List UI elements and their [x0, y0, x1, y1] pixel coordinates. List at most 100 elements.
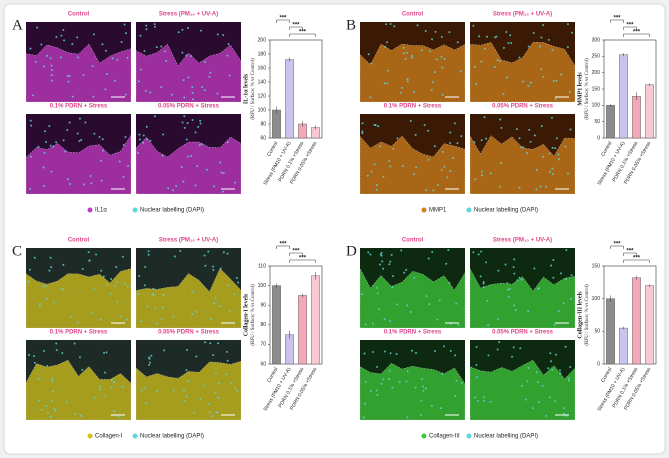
nucleus	[480, 170, 483, 173]
nucleus	[185, 348, 188, 351]
nucleus	[548, 396, 551, 399]
nucleus	[441, 93, 444, 96]
nucleus	[540, 68, 543, 71]
image-label: Control	[402, 12, 424, 18]
nucleus	[61, 351, 64, 354]
nucleus	[45, 297, 48, 300]
nucleus	[498, 60, 501, 63]
nucleus	[405, 268, 408, 271]
nucleus	[98, 385, 101, 388]
nucleus	[76, 321, 79, 324]
nucleus	[438, 299, 441, 302]
nucleus	[182, 180, 185, 183]
significance-bracket	[289, 259, 316, 263]
y-tick-label: 50	[594, 119, 600, 125]
nucleus	[386, 82, 389, 85]
nucleus	[376, 365, 379, 368]
nucleus	[527, 367, 530, 370]
bar	[272, 109, 281, 139]
nucleus	[182, 79, 185, 82]
nucleus	[383, 82, 386, 85]
nucleus	[442, 150, 445, 153]
nucleus	[542, 75, 545, 78]
nucleus	[100, 179, 103, 182]
nucleus	[55, 349, 58, 352]
nucleus	[411, 54, 414, 57]
nucleus	[208, 76, 211, 79]
nucleus	[236, 390, 239, 393]
plot-frame	[269, 39, 323, 139]
nucleus	[114, 285, 117, 288]
nucleus	[63, 39, 66, 42]
nucleus	[156, 322, 159, 325]
nucleus	[45, 141, 48, 144]
nucleus	[535, 371, 538, 374]
nucleus	[425, 189, 428, 192]
nucleus	[49, 415, 52, 418]
nucleus	[101, 138, 104, 141]
nucleus	[181, 28, 184, 31]
nucleus	[480, 139, 483, 142]
nucleus	[440, 55, 443, 58]
nucleus	[192, 411, 195, 414]
nucleus	[539, 185, 542, 188]
nucleus	[143, 284, 146, 287]
nucleus	[552, 80, 555, 83]
nucleus	[552, 259, 555, 262]
nucleus	[148, 361, 151, 364]
nucleus	[395, 353, 398, 356]
significance-bracket	[623, 26, 637, 30]
nucleus	[113, 410, 116, 413]
image-label: Stress (PM₁₀ + UV-A)	[493, 238, 552, 244]
nucleus	[203, 60, 206, 63]
nucleus	[183, 115, 186, 118]
nucleus	[459, 70, 462, 73]
nucleus	[144, 265, 147, 268]
nucleus	[375, 389, 378, 392]
nucleus	[386, 41, 389, 44]
nucleus	[401, 86, 404, 89]
nucleus	[489, 172, 492, 175]
nucleus	[542, 24, 545, 27]
nucleus	[376, 292, 379, 295]
image-label: 0.1% PDRN + Stress	[50, 104, 108, 110]
nucleus	[71, 95, 74, 98]
nucleus	[532, 32, 535, 35]
nucleus	[475, 345, 478, 348]
nucleus	[234, 387, 237, 390]
nucleus	[161, 306, 164, 309]
nucleus	[115, 265, 118, 268]
nucleus	[220, 171, 223, 174]
nucleus	[480, 250, 483, 253]
nucleus	[483, 399, 486, 402]
nucleus	[552, 276, 555, 279]
nucleus	[475, 82, 478, 85]
tissue	[469, 268, 576, 329]
nucleus	[214, 297, 217, 300]
nucleus	[81, 368, 84, 371]
y-axis-label: IL-1α levels	[243, 73, 249, 104]
nucleus	[375, 286, 378, 289]
nucleus	[53, 407, 56, 410]
tissue	[469, 41, 576, 103]
nucleus	[191, 290, 194, 293]
nucleus	[36, 26, 39, 29]
panel-letter: D	[346, 243, 357, 259]
nucleus	[42, 166, 45, 169]
y-tick-label: 150	[592, 86, 601, 92]
nucleus	[513, 304, 516, 307]
nucleus	[93, 288, 96, 291]
significance-label: ***	[633, 30, 641, 36]
nucleus	[186, 122, 189, 125]
nucleus	[104, 394, 107, 397]
legend-label: Nuclear labelling (DAPI)	[474, 434, 538, 440]
nucleus	[111, 57, 114, 60]
nucleus	[179, 249, 182, 252]
nucleus	[234, 181, 237, 184]
nucleus	[562, 302, 565, 305]
nucleus	[557, 153, 560, 156]
tissue	[469, 359, 576, 421]
nucleus	[427, 257, 430, 260]
nucleus	[479, 275, 482, 278]
nucleus	[197, 125, 200, 128]
